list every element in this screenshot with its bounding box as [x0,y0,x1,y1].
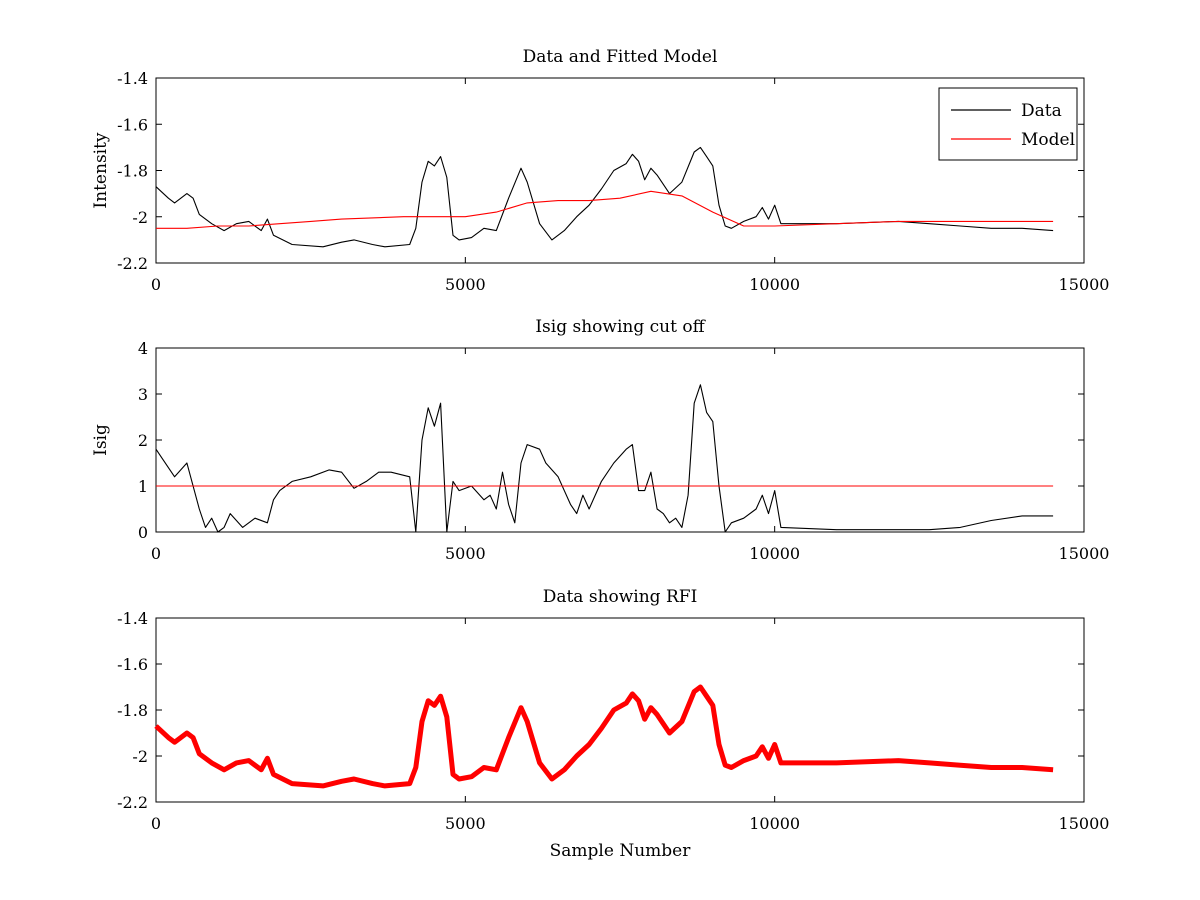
x-tick-label: 0 [151,544,161,563]
x-tick-label: 10000 [749,814,800,833]
subplot-1: 0 5000 10000 15000 -2.2 -2 -1.8 -1.6 -1.4 Data an… [91,47,1109,294]
y-tick-label: -1.8 [117,162,148,181]
y-tick-label: 4 [138,339,148,358]
x-tick-label: 10000 [749,544,800,563]
y-axis-label: Intensity [91,132,111,208]
x-tick-label: 15000 [1059,544,1110,563]
y-tick-label: -1.6 [117,655,148,674]
x-tick-label: 0 [151,275,161,294]
x-axis-label: Sample Number [550,841,692,861]
y-tick-label: -1.6 [117,115,148,134]
x-tick-label: 15000 [1059,814,1110,833]
x-tick-label: 0 [151,814,161,833]
y-tick-label: -2 [132,747,148,766]
legend-label-data: Data [1021,101,1062,121]
legend: Data Model [938,87,1078,161]
plot-frame [155,77,1085,264]
subplot-2: 0 5000 10000 15000 0 1 2 3 4 Isig showing cut off… [91,317,1109,563]
series-line-1 [154,684,1054,789]
y-tick-label: -2 [132,208,148,227]
series-line-model [156,190,1054,229]
x-tick-label: 5000 [445,814,486,833]
y-tick-label: -2.2 [117,254,148,273]
subplot-3: 0 5000 10000 15000 -2.2 -2 -1.8 -1.6 -1.4 Data sh… [117,587,1109,861]
chart-title: Data showing RFI [543,587,698,607]
x-tick-label: 10000 [749,275,800,294]
plot-frame [155,347,1085,533]
chart-title: Data and Fitted Model [523,47,718,67]
y-tick-label: -1.8 [117,701,148,720]
y-tick-label: 1 [138,477,148,496]
y-tick-label: -1.4 [117,69,148,88]
series-line-1 [155,384,1054,533]
y-tick-label: 3 [138,385,148,404]
y-tick-label: -1.4 [117,609,148,628]
y-axis-label: Isig [91,424,111,456]
y-tick-label: 2 [138,431,148,450]
chart-title: Isig showing cut off [535,317,706,337]
plot-frame [155,617,1085,803]
legend-box [938,87,1078,161]
y-tick-label: -2.2 [117,793,148,812]
x-tick-label: 5000 [445,275,486,294]
x-tick-label: 5000 [445,544,486,563]
x-tick-label: 15000 [1059,275,1110,294]
y-tick-label: 0 [138,523,148,542]
legend-label-model: Model [1021,130,1075,150]
